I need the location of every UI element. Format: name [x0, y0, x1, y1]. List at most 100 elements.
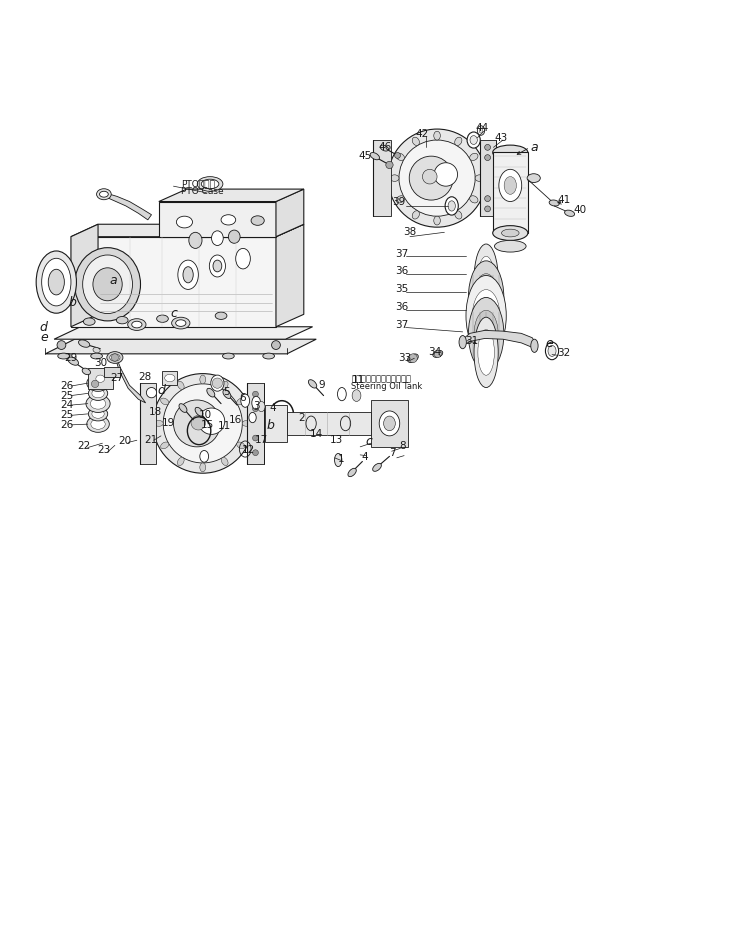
Text: 7: 7 — [389, 448, 395, 459]
Text: 5: 5 — [223, 387, 230, 397]
Polygon shape — [276, 224, 304, 327]
Text: 36: 36 — [395, 266, 409, 276]
Text: 43: 43 — [494, 133, 507, 143]
Ellipse shape — [252, 397, 261, 410]
Ellipse shape — [501, 229, 519, 236]
Polygon shape — [71, 224, 304, 236]
Bar — [247, 383, 265, 463]
Ellipse shape — [548, 346, 556, 356]
Ellipse shape — [154, 420, 163, 427]
Ellipse shape — [75, 248, 140, 321]
Ellipse shape — [412, 138, 420, 145]
Ellipse shape — [207, 388, 215, 397]
Circle shape — [91, 381, 98, 387]
Text: 29: 29 — [65, 352, 78, 363]
Text: 4: 4 — [362, 452, 368, 463]
Text: 21: 21 — [144, 434, 157, 445]
Text: 23: 23 — [97, 446, 110, 456]
Ellipse shape — [177, 458, 184, 465]
Text: 14: 14 — [309, 430, 323, 439]
Ellipse shape — [527, 173, 540, 183]
Text: PTOケース: PTOケース — [181, 180, 215, 188]
Polygon shape — [159, 189, 304, 202]
Ellipse shape — [504, 176, 517, 194]
Ellipse shape — [93, 348, 100, 353]
Ellipse shape — [128, 318, 146, 331]
Ellipse shape — [58, 353, 70, 359]
Ellipse shape — [200, 375, 206, 384]
Ellipse shape — [495, 240, 526, 252]
Text: 24: 24 — [61, 400, 74, 410]
Ellipse shape — [183, 267, 193, 283]
Text: 2: 2 — [298, 414, 305, 423]
Text: 6: 6 — [240, 393, 246, 403]
Ellipse shape — [474, 310, 498, 358]
Circle shape — [57, 341, 66, 349]
Ellipse shape — [380, 145, 389, 151]
Ellipse shape — [213, 260, 222, 272]
Ellipse shape — [468, 261, 503, 334]
Bar — [104, 367, 120, 378]
Ellipse shape — [91, 378, 105, 388]
Polygon shape — [159, 202, 276, 236]
Ellipse shape — [221, 382, 228, 389]
Circle shape — [409, 354, 417, 363]
Ellipse shape — [499, 170, 522, 202]
Ellipse shape — [96, 188, 111, 200]
Text: 19: 19 — [162, 417, 175, 428]
Circle shape — [395, 153, 401, 158]
Ellipse shape — [492, 145, 528, 160]
Ellipse shape — [107, 351, 123, 364]
Text: 36: 36 — [395, 302, 409, 312]
Ellipse shape — [132, 321, 142, 328]
Ellipse shape — [49, 269, 65, 295]
Ellipse shape — [492, 226, 528, 240]
Ellipse shape — [468, 298, 503, 371]
Text: 16: 16 — [229, 414, 243, 425]
Ellipse shape — [200, 463, 206, 472]
Circle shape — [434, 350, 442, 358]
Polygon shape — [71, 236, 276, 327]
Ellipse shape — [337, 387, 346, 400]
Ellipse shape — [161, 398, 169, 405]
Text: a: a — [531, 141, 538, 154]
Text: c: c — [365, 435, 373, 448]
Ellipse shape — [93, 268, 122, 300]
Bar — [140, 383, 156, 463]
Ellipse shape — [475, 175, 484, 182]
Text: 35: 35 — [395, 284, 409, 295]
Circle shape — [271, 341, 280, 349]
Ellipse shape — [455, 138, 462, 145]
Ellipse shape — [373, 463, 381, 471]
Ellipse shape — [189, 233, 202, 249]
Ellipse shape — [433, 350, 442, 357]
Ellipse shape — [470, 136, 477, 144]
Ellipse shape — [531, 339, 538, 352]
Ellipse shape — [407, 354, 418, 363]
Ellipse shape — [82, 255, 132, 314]
Ellipse shape — [251, 216, 265, 225]
Text: b: b — [68, 296, 76, 309]
Text: 42: 42 — [415, 129, 429, 139]
Ellipse shape — [176, 216, 193, 228]
Ellipse shape — [201, 179, 219, 188]
Text: 26: 26 — [61, 420, 74, 430]
Ellipse shape — [564, 210, 575, 217]
Circle shape — [399, 140, 475, 216]
Text: 8: 8 — [399, 441, 406, 451]
Text: 25: 25 — [61, 411, 74, 420]
Ellipse shape — [384, 416, 395, 430]
Polygon shape — [106, 194, 151, 219]
Ellipse shape — [243, 420, 251, 427]
Text: 17: 17 — [255, 434, 268, 445]
Polygon shape — [54, 327, 312, 339]
Ellipse shape — [474, 244, 498, 315]
Text: 11: 11 — [218, 420, 232, 430]
Ellipse shape — [99, 191, 108, 197]
Ellipse shape — [396, 196, 404, 203]
Ellipse shape — [221, 215, 236, 225]
Text: 31: 31 — [465, 335, 478, 346]
Circle shape — [253, 406, 259, 412]
Ellipse shape — [258, 401, 265, 412]
Text: 37: 37 — [395, 319, 409, 330]
